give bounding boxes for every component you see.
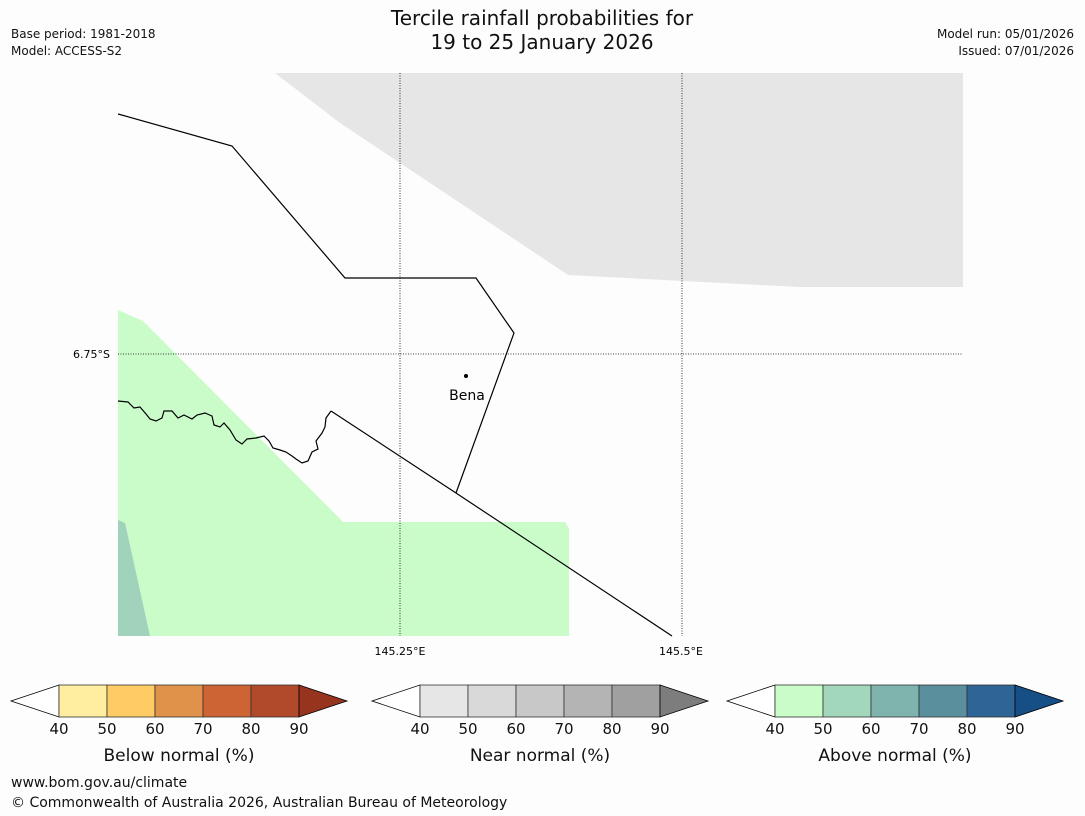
colorbar-segment bbox=[154, 684, 204, 718]
colorbar-tick-label: 60 bbox=[861, 720, 880, 738]
colorbar-segment bbox=[918, 684, 968, 718]
model-run: Model run: 05/01/2026 bbox=[936, 27, 1074, 41]
bena-label: Bena bbox=[449, 388, 485, 404]
boundary-south bbox=[330, 410, 673, 637]
colorbar-segment bbox=[467, 684, 517, 718]
colorbar-segment bbox=[611, 684, 661, 718]
lon-tick-label-1: 145.25°E bbox=[375, 645, 426, 658]
colorbar-tick-label: 40 bbox=[765, 720, 784, 738]
chart-title: Tercile rainfall probabilities for 19 to… bbox=[242, 6, 842, 54]
meta-left: Base period: 1981-2018 Model: ACCESS-S2 bbox=[11, 26, 156, 60]
colorbar-segment bbox=[563, 684, 613, 718]
colorbar-extend-low bbox=[370, 684, 421, 718]
colorbar-segment bbox=[106, 684, 156, 718]
colorbar-extend-high bbox=[659, 684, 710, 718]
colorbar-segment bbox=[515, 684, 565, 718]
title-line-2: 19 to 25 January 2026 bbox=[430, 30, 654, 54]
colorbar-near: 40 50 60 70 80 90 Near normal (%) bbox=[370, 684, 710, 766]
colorbar-tick-label: 70 bbox=[193, 720, 212, 738]
colorbar-tick-label: 40 bbox=[49, 720, 68, 738]
footer-copyright: © Commonwealth of Australia 2026, Austra… bbox=[11, 795, 508, 811]
colorbar-segment bbox=[202, 684, 252, 718]
issued-date: Issued: 07/01/2026 bbox=[958, 44, 1074, 58]
colorbar-extend-high bbox=[298, 684, 349, 718]
boundary-river bbox=[117, 400, 332, 464]
colorbars: 40 50 60 70 80 90 Below normal (%) 40 50 60 70 80 9… bbox=[9, 684, 1065, 766]
lon-tick-label-2: 145.5°E bbox=[659, 645, 703, 658]
colorbar-tick-label: 90 bbox=[650, 720, 669, 738]
boundary-north bbox=[117, 113, 515, 494]
colorbar-extend-low bbox=[725, 684, 776, 718]
footer-url: www.bom.gov.au/climate bbox=[11, 775, 188, 791]
base-period: Base period: 1981-2018 bbox=[11, 27, 156, 41]
colorbar-tick-label: 70 bbox=[554, 720, 573, 738]
colorbar-tick-label: 80 bbox=[957, 720, 976, 738]
colorbar-label: Near normal (%) bbox=[470, 746, 610, 766]
colorbar-tick-label: 50 bbox=[458, 720, 477, 738]
colorbar-tick-label: 80 bbox=[241, 720, 260, 738]
colorbar-tick-label: 40 bbox=[410, 720, 429, 738]
colorbar-segment bbox=[419, 684, 469, 718]
colorbar-segment bbox=[58, 684, 108, 718]
colorbar-segment bbox=[822, 684, 872, 718]
lat-tick-label: 6.75°S bbox=[73, 348, 110, 361]
colorbar-tick-label: 80 bbox=[602, 720, 621, 738]
colorbar-tick-label: 90 bbox=[1005, 720, 1024, 738]
colorbar-segment bbox=[870, 684, 920, 718]
colorbar-below: 40 50 60 70 80 90 Below normal (%) bbox=[9, 684, 349, 766]
above-normal-region bbox=[118, 310, 569, 636]
colorbar-tick-label: 50 bbox=[813, 720, 832, 738]
colorbar-tick-label: 60 bbox=[506, 720, 525, 738]
colorbar-label: Above normal (%) bbox=[818, 746, 971, 766]
near-normal-region bbox=[275, 73, 963, 287]
colorbar-segment bbox=[250, 684, 300, 718]
model-name: Model: ACCESS-S2 bbox=[11, 44, 123, 58]
meta-right: Model run: 05/01/2026 Issued: 07/01/2026 bbox=[937, 26, 1074, 60]
above-normal-region-strong bbox=[118, 520, 150, 636]
colorbar-segment bbox=[966, 684, 1016, 718]
colorbar-extend-low bbox=[9, 684, 60, 718]
colorbar-extend-high bbox=[1014, 684, 1065, 718]
colorbar-segment bbox=[774, 684, 824, 718]
colorbar-tick-label: 90 bbox=[289, 720, 308, 738]
colorbar-tick-label: 50 bbox=[97, 720, 116, 738]
colorbar-tick-label: 70 bbox=[909, 720, 928, 738]
bena-marker bbox=[464, 374, 468, 378]
colorbar-tick-label: 60 bbox=[145, 720, 164, 738]
colorbar-label: Below normal (%) bbox=[104, 746, 255, 766]
title-line-1: Tercile rainfall probabilities for bbox=[390, 6, 694, 30]
colorbar-above: 40 50 60 70 80 90 Above normal (%) bbox=[725, 684, 1065, 766]
